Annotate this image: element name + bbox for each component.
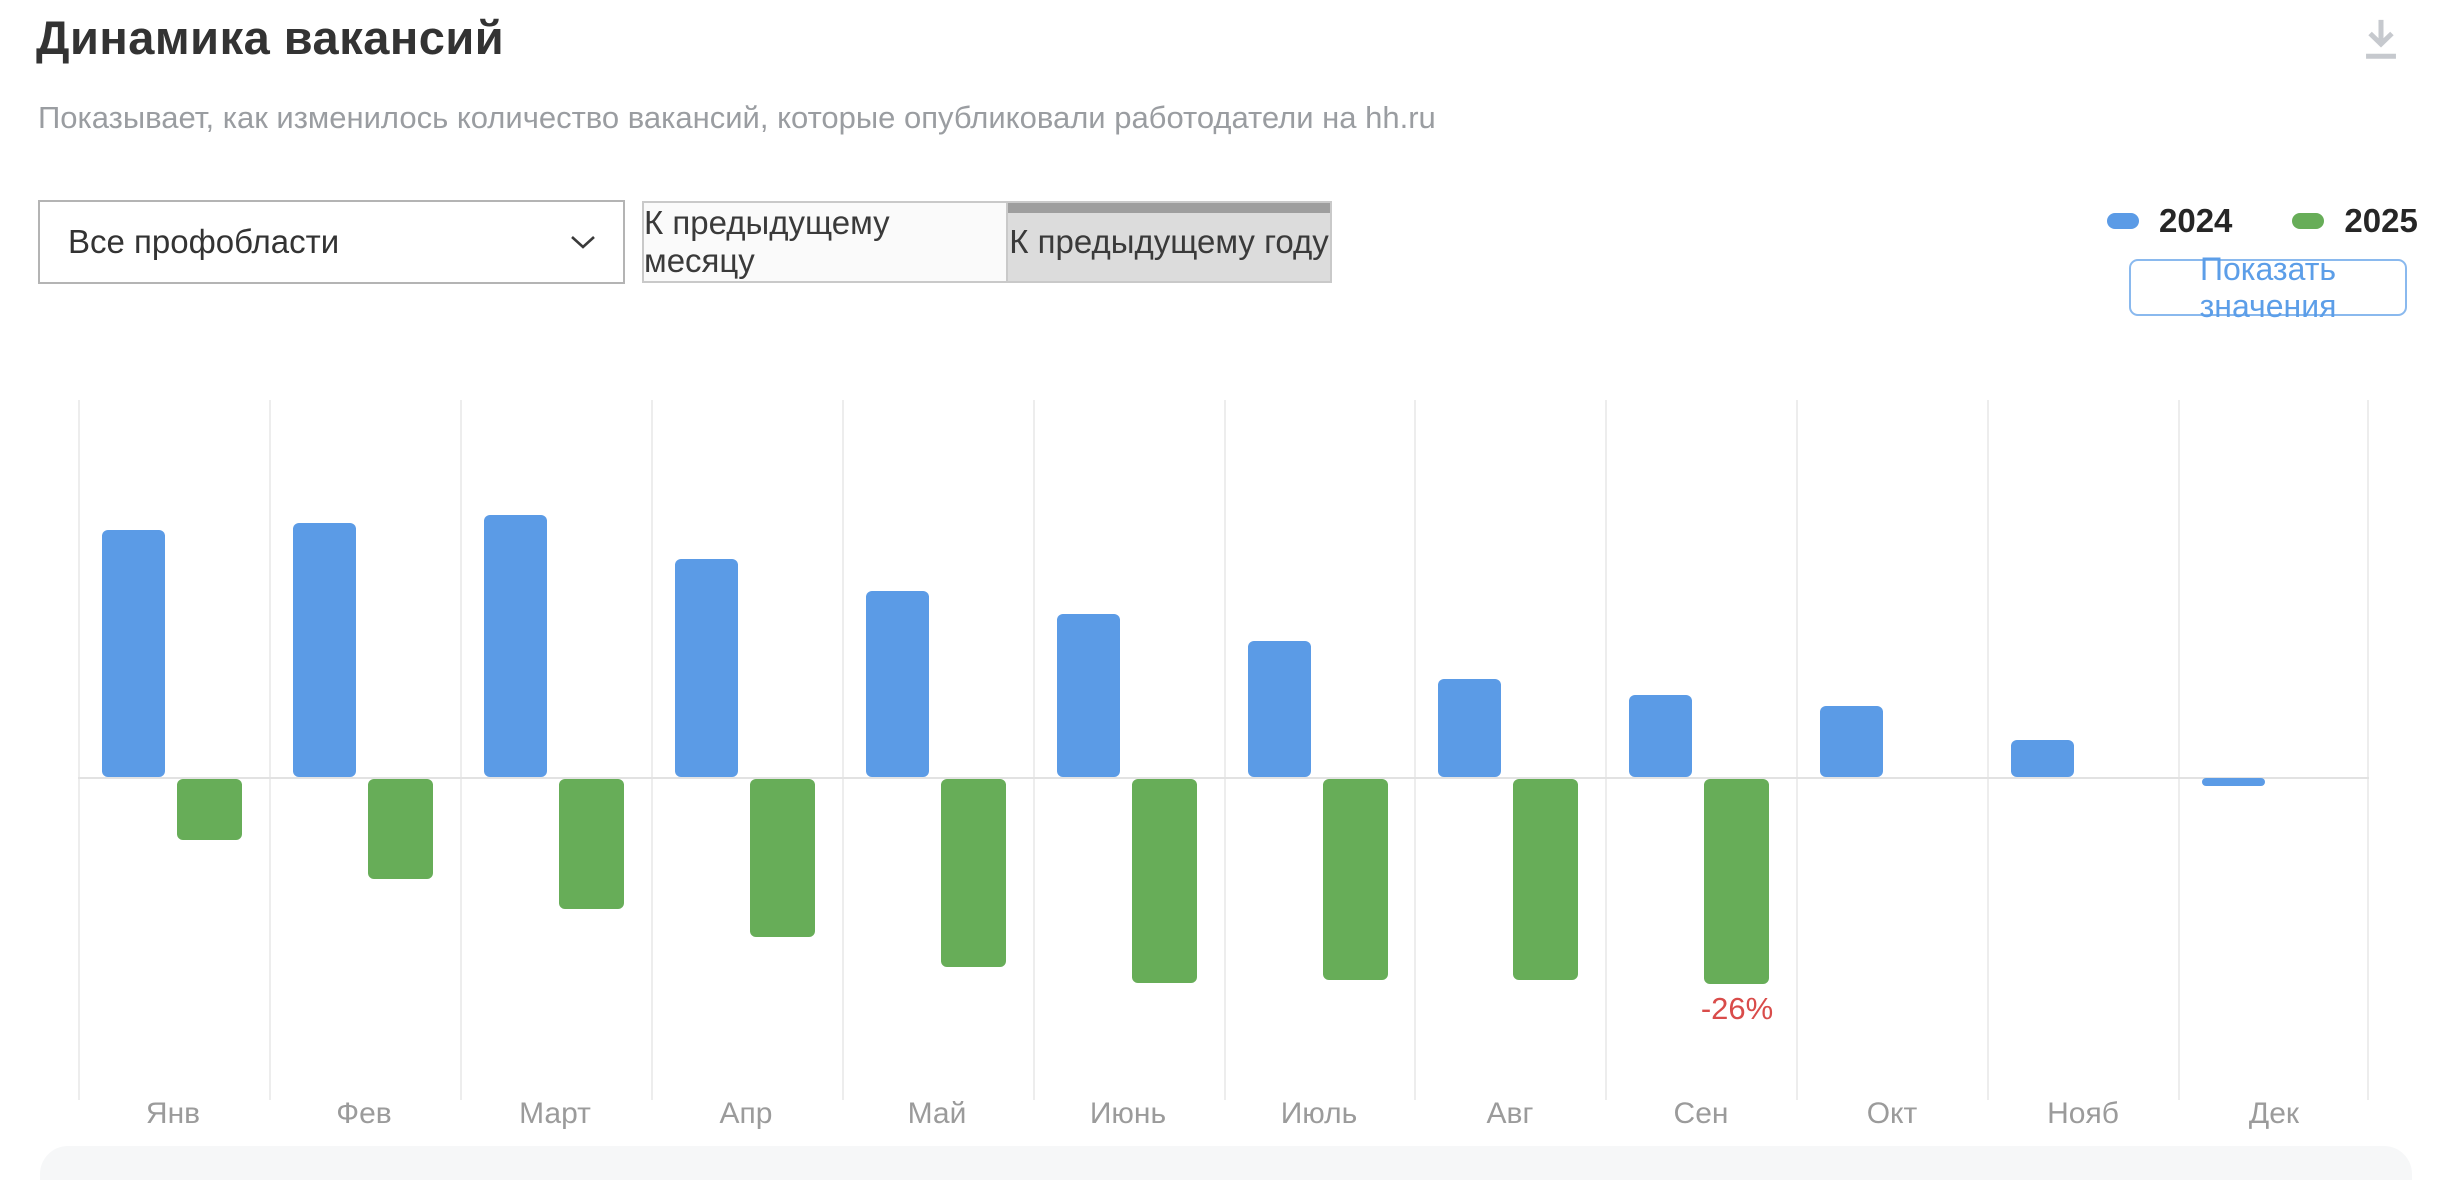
gridline: [1987, 400, 1989, 1100]
footer-panel: [40, 1146, 2412, 1180]
tab-prev-month-label: К предыдущему месяцу: [644, 204, 890, 279]
gridline: [2178, 400, 2180, 1100]
bar-2025-m2[interactable]: [368, 779, 433, 879]
bar-2024-m1[interactable]: [102, 530, 165, 777]
bar-2025-m1[interactable]: [177, 779, 242, 840]
zero-line: [78, 777, 2369, 779]
month-label: Авг: [1486, 1097, 1534, 1130]
bar-2024-m10[interactable]: [1820, 706, 1883, 777]
bar-2025-m4[interactable]: [750, 779, 815, 937]
month-label: Июль: [1280, 1097, 1358, 1130]
gridline: [1033, 400, 1035, 1100]
bar-2024-m8[interactable]: [1438, 679, 1501, 777]
month-label: Дек: [2248, 1097, 2300, 1130]
mode-tabs: К предыдущему месяцу К предыдущему году: [642, 201, 1332, 283]
page-title: Динамика вакансий: [36, 11, 505, 64]
month-label: Апр: [719, 1097, 773, 1130]
month-label: Нояб: [2047, 1097, 2119, 1130]
bar-2025-m8[interactable]: [1513, 779, 1578, 980]
month-label: Май: [907, 1097, 967, 1130]
show-values-button[interactable]: Показать значения: [2129, 251, 2407, 324]
tab-prev-month[interactable]: К предыдущему месяцу: [644, 203, 1006, 281]
month-label: Фев: [336, 1097, 392, 1130]
bar-2025-m5[interactable]: [941, 779, 1006, 967]
download-button[interactable]: [2352, 10, 2410, 70]
bar-2024-m6[interactable]: [1057, 614, 1120, 777]
legend-swatch-2025: [2292, 213, 2325, 229]
bar-2025-m9[interactable]: [1704, 779, 1769, 984]
gridline: [1605, 400, 1607, 1100]
month-label: Окт: [1866, 1097, 1918, 1130]
legend-label-2025: 2025: [2344, 202, 2418, 239]
chevron-down-icon: [571, 236, 595, 249]
bar-2025-m3[interactable]: [559, 779, 624, 909]
selected-tab-accent: [1008, 203, 1330, 213]
month-label: Янв: [145, 1097, 201, 1130]
legend-item-2024: 2024: [2107, 202, 2232, 240]
gridline: [651, 400, 653, 1100]
bar-2024-m3[interactable]: [484, 515, 547, 777]
gridline: [269, 400, 271, 1100]
gridline: [78, 400, 80, 1100]
tab-prev-year-label: К предыдущему году: [1009, 223, 1329, 260]
bar-2024-m11[interactable]: [2011, 740, 2074, 777]
gridline: [2367, 400, 2369, 1100]
gridline: [1796, 400, 1798, 1100]
page-subtitle: Показывает, как изменилось количество ва…: [38, 100, 1436, 135]
gridline: [842, 400, 844, 1100]
tab-prev-year[interactable]: К предыдущему году: [1006, 203, 1330, 281]
profarea-select-value: Все профобласти: [68, 223, 340, 260]
bar-2025-m7[interactable]: [1323, 779, 1388, 980]
bar-2024-m9[interactable]: [1629, 695, 1692, 777]
legend-label-2024: 2024: [2159, 202, 2233, 239]
gridline: [1224, 400, 1226, 1100]
legend-swatch-2024: [2107, 213, 2139, 229]
download-icon: [2366, 19, 2396, 59]
bar-2024-m2[interactable]: [293, 523, 356, 777]
month-label: Сен: [1673, 1097, 1729, 1130]
gridline: [1414, 400, 1416, 1100]
bar-value-label: -26%: [1700, 991, 1774, 1026]
bar-2024-m5[interactable]: [866, 591, 929, 777]
bar-2024-m12[interactable]: [2202, 778, 2265, 786]
chart-plot: Янв Фев Март Апр Май Июнь Июль Авг Сен Окт Нояб Дек…: [78, 400, 2369, 1130]
bar-2024-m7[interactable]: [1248, 641, 1311, 777]
profarea-select[interactable]: Все профобласти: [38, 200, 625, 284]
month-label: Март: [519, 1097, 591, 1130]
chart-legend: 2024 2025: [2107, 202, 2418, 240]
bar-2024-m4[interactable]: [675, 559, 738, 777]
gridline: [460, 400, 462, 1100]
legend-item-2025: 2025: [2292, 202, 2418, 240]
month-label: Июнь: [1089, 1097, 1167, 1130]
bar-2025-m6[interactable]: [1132, 779, 1197, 983]
